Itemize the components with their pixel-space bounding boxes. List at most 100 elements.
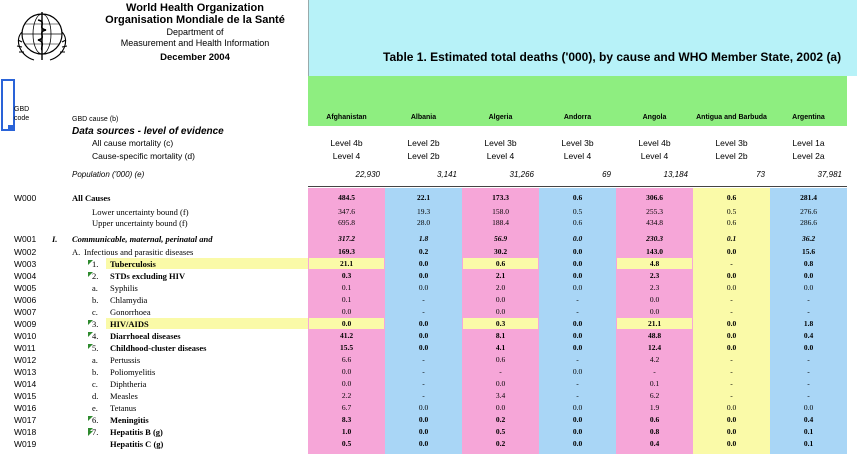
value-antigua-and-barbuda: 0.0 xyxy=(726,319,737,328)
green-flag-icon xyxy=(88,431,93,436)
value-antigua-and-barbuda: - xyxy=(730,367,733,376)
cause-label: Childhood-cluster diseases xyxy=(110,343,207,353)
cell-highlight xyxy=(463,258,538,269)
value-antigua-and-barbuda: - xyxy=(730,295,733,304)
green-flag-icon xyxy=(88,428,93,433)
sub-letter: b. xyxy=(92,367,99,377)
cell-highlight xyxy=(617,318,692,329)
value-angola: 12.4 xyxy=(647,343,662,352)
country-header-albania: Albania xyxy=(410,114,437,121)
value-andorra: - xyxy=(576,307,579,316)
gbd-code-w018: W018 xyxy=(14,427,37,437)
value-algeria: 0.0 xyxy=(495,295,506,304)
value-angola: 0.0 xyxy=(649,295,660,304)
value-argentina: 0.4 xyxy=(803,331,814,340)
value-argentina: - xyxy=(807,295,810,304)
value-argentina: - xyxy=(807,367,810,376)
population-algeria: 31,266 xyxy=(509,170,534,179)
value-algeria: 0.6 xyxy=(495,259,506,268)
value-argentina: 0.0 xyxy=(803,403,814,412)
value-angola: 434.8 xyxy=(646,218,663,227)
value-angola: 48.8 xyxy=(647,331,662,340)
cause-label: Tetanus xyxy=(110,403,137,413)
value-argentina: 281.4 xyxy=(800,193,817,202)
sub-letter: c. xyxy=(92,307,98,317)
gbd-code-w011: W011 xyxy=(14,343,36,353)
value-afghanistan: 0.0 xyxy=(341,367,352,376)
value-afghanistan: 0.5 xyxy=(341,439,352,448)
cause-label: Poliomyelitis xyxy=(110,367,156,377)
value-antigua-and-barbuda: 0.0 xyxy=(726,439,737,448)
value-angola: 4.8 xyxy=(649,259,660,268)
value-andorra: 0.0 xyxy=(572,319,583,328)
value-albania: 0.0 xyxy=(418,439,429,448)
selection-fill-handle[interactable] xyxy=(8,125,13,130)
column-bg-argentina xyxy=(770,188,847,454)
value-afghanistan: 6.7 xyxy=(341,403,352,412)
value-andorra: 0.0 xyxy=(572,234,583,243)
cause-label: All Causes xyxy=(72,193,111,203)
value-antigua-and-barbuda: - xyxy=(730,259,733,268)
value-algeria: 4.1 xyxy=(495,343,506,352)
green-flag-icon xyxy=(88,416,93,421)
selected-cell[interactable] xyxy=(1,79,15,131)
cause-label: Lower uncertainty bound (f) xyxy=(92,207,189,217)
value-angola: 0.1 xyxy=(649,379,660,388)
value-andorra: 0.0 xyxy=(572,271,583,280)
cell-highlight xyxy=(309,318,384,329)
value-angola: 306.6 xyxy=(646,193,663,202)
item-number: 7. xyxy=(92,427,99,437)
value-albania: 0.0 xyxy=(418,271,429,280)
all-cause-level-andorra: Level 3b xyxy=(561,138,594,148)
cause-label: Chlamydia xyxy=(110,295,148,305)
gbd-code-w009: W009 xyxy=(14,319,37,329)
gbd-code-w001: W001 xyxy=(14,234,37,244)
value-argentina: 286.6 xyxy=(800,218,817,227)
value-andorra: 0.0 xyxy=(572,439,583,448)
value-afghanistan: 169.3 xyxy=(338,247,355,256)
gbd-code-w016: W016 xyxy=(14,403,37,413)
gbd-code-w015: W015 xyxy=(14,391,37,401)
sub-letter: a. xyxy=(92,283,98,293)
value-algeria: 158.0 xyxy=(492,207,509,216)
cause-label: Upper uncertainty bound (f) xyxy=(92,218,188,228)
value-algeria: 0.0 xyxy=(495,379,506,388)
value-angola: 0.0 xyxy=(649,307,660,316)
value-andorra: 0.0 xyxy=(572,367,583,376)
cause-label: Hepatitis B (g) xyxy=(110,427,163,437)
value-algeria: 0.2 xyxy=(495,415,506,424)
value-angola: 1.9 xyxy=(649,403,660,412)
item-number: 6. xyxy=(92,415,99,425)
cause-label: Hepatitis C (g) xyxy=(110,439,164,449)
cause-label: Infectious and parasitic diseases xyxy=(84,247,194,257)
population-antigua-and-barbuda: 73 xyxy=(756,170,765,179)
value-algeria: 2.1 xyxy=(495,271,506,280)
value-antigua-and-barbuda: 0.0 xyxy=(726,247,737,256)
cause-label: Tuberculosis xyxy=(110,259,156,269)
value-antigua-and-barbuda: 0.0 xyxy=(726,271,737,280)
item-number: 1. xyxy=(92,259,99,269)
value-afghanistan: 695.8 xyxy=(338,218,355,227)
cell-highlight xyxy=(309,258,384,269)
value-argentina: 0.1 xyxy=(803,427,814,436)
value-afghanistan: 0.3 xyxy=(341,271,352,280)
right-margin xyxy=(847,76,857,454)
item-number: 4. xyxy=(92,331,99,341)
data-sources-title: Data sources - level of evidence xyxy=(72,126,224,137)
cause-label: Meningitis xyxy=(110,415,149,425)
sub-letter: e. xyxy=(92,403,98,413)
value-andorra: 0.6 xyxy=(572,193,583,202)
gbd-code-w017: W017 xyxy=(14,415,37,425)
value-afghanistan: 0.1 xyxy=(341,283,352,292)
item-number: 3. xyxy=(92,319,99,329)
value-angola: - xyxy=(653,367,656,376)
all-cause-level-antigua-and-barbuda: Level 3b xyxy=(715,138,748,148)
value-albania: 0.0 xyxy=(418,415,429,424)
population-angola: 13,184 xyxy=(663,170,688,179)
all-cause-mortality-label: All cause mortality (c) xyxy=(92,138,174,148)
gbd-code-w002: W002 xyxy=(14,247,37,257)
value-albania: 0.2 xyxy=(418,247,429,256)
column-header-left xyxy=(0,76,308,126)
value-argentina: 15.6 xyxy=(801,247,816,256)
value-albania: 0.0 xyxy=(418,343,429,352)
